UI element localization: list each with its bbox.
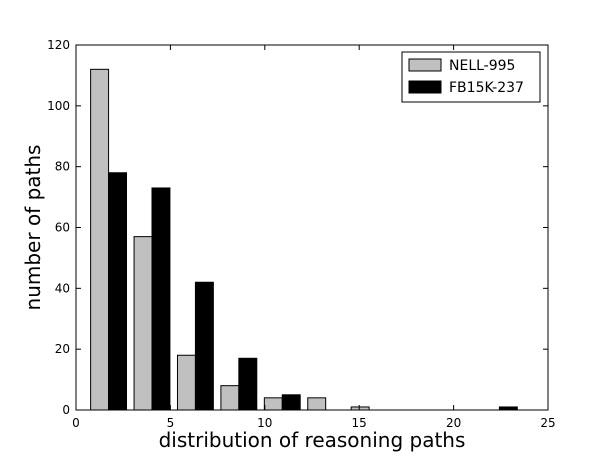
- legend-label-fb15k-237: FB15K-237: [449, 80, 524, 96]
- legend-swatch-nell-995: [408, 58, 442, 72]
- legend-swatch-fb15k-237: [408, 80, 442, 94]
- y-tick-label-120: 120: [47, 38, 70, 52]
- y-tick-label-60: 60: [55, 221, 70, 235]
- y-tick-label-0: 0: [62, 403, 70, 417]
- y-tick-label-100: 100: [47, 99, 70, 113]
- legend: NELL-995 FB15K-237: [401, 51, 541, 103]
- x-tick-label-20: 20: [446, 416, 461, 430]
- bar-nell-995-3: [220, 385, 240, 411]
- bar-fb15k-237-3: [238, 357, 258, 411]
- x-tick-label-5: 5: [167, 416, 175, 430]
- x-tick-label-25: 25: [540, 416, 555, 430]
- bar-fb15k-237-1: [151, 187, 171, 411]
- y-axis-label: number of paths: [21, 145, 45, 311]
- bar-fb15k-237-0: [108, 172, 128, 411]
- y-tick-label-40: 40: [55, 281, 70, 295]
- bar-nell-995-1: [133, 236, 153, 411]
- x-tick-label-10: 10: [257, 416, 272, 430]
- legend-label-nell-995: NELL-995: [449, 58, 515, 74]
- bar-fb15k-237-4: [281, 394, 301, 411]
- bars-layer: [90, 68, 518, 411]
- x-tick-label-15: 15: [352, 416, 367, 430]
- bar-nell-995-4: [263, 397, 283, 411]
- bar-fb15k-237-2: [194, 281, 214, 411]
- y-tick-label-20: 20: [55, 342, 70, 356]
- x-axis-label: distribution of reasoning paths: [159, 428, 466, 452]
- bar-nell-995-0: [90, 68, 110, 411]
- y-tick-label-80: 80: [55, 160, 70, 174]
- bar-nell-995-5: [307, 397, 327, 411]
- ticks-layer: 0 5 10 15 20 25 0 20 40 60 80 100 120: [47, 38, 556, 430]
- bar-nell-995-2: [176, 354, 196, 411]
- x-tick-label-0: 0: [72, 416, 80, 430]
